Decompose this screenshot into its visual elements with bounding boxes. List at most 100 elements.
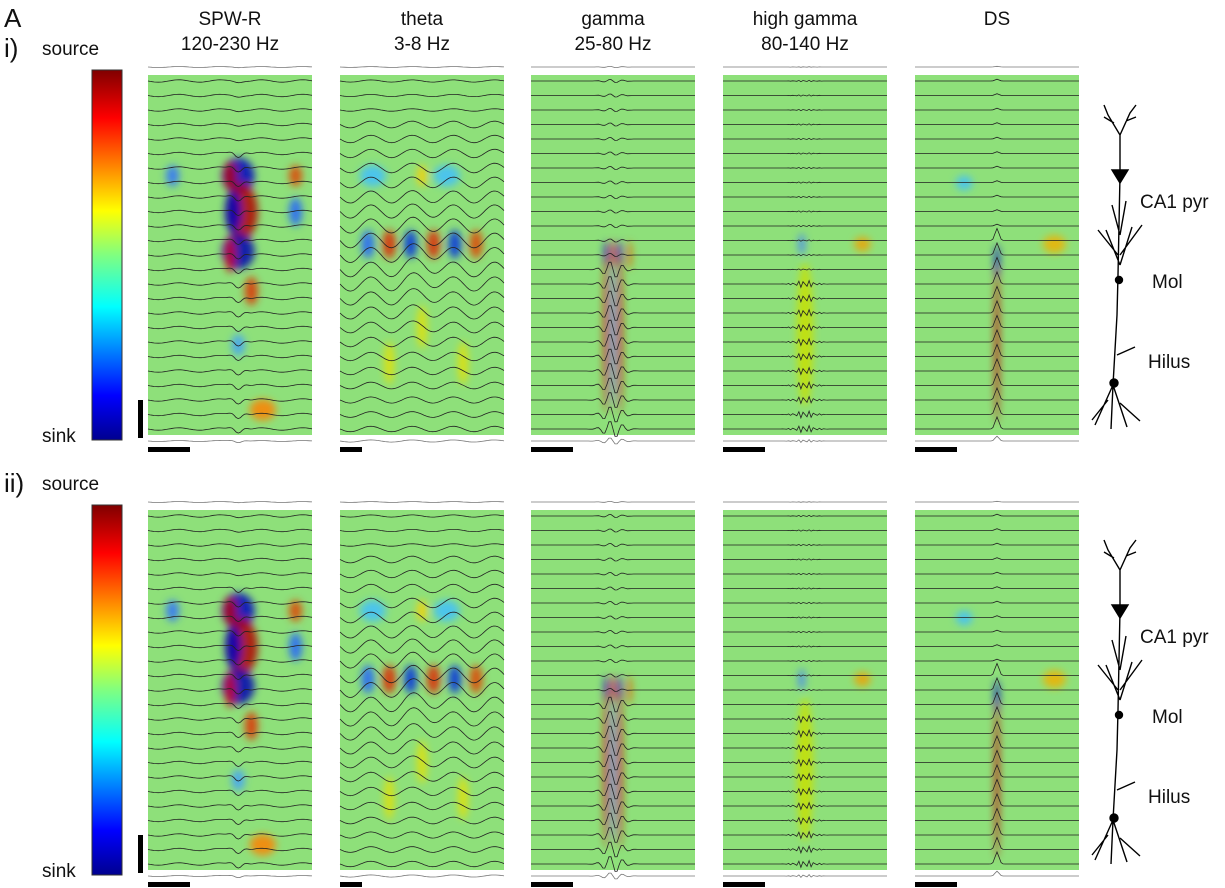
trace (339, 108, 505, 112)
trace (915, 528, 1079, 531)
neuron-soma (1110, 604, 1130, 620)
trace (723, 714, 887, 724)
trace (147, 253, 313, 260)
trace (915, 107, 1079, 111)
trace (147, 427, 313, 434)
trace (723, 308, 887, 318)
trace (531, 261, 695, 278)
neuron-label: Hilus (1148, 787, 1190, 808)
trace (531, 319, 695, 336)
neuron-body (1091, 539, 1143, 865)
trace (339, 396, 505, 404)
csd-blob (1042, 670, 1066, 689)
scale-bar-h (148, 447, 190, 452)
trace (339, 816, 505, 825)
csd-blob (417, 165, 427, 187)
csd-blob (994, 679, 1000, 716)
trace (531, 514, 695, 518)
trace (723, 601, 887, 605)
trace (147, 688, 313, 695)
trace (147, 543, 313, 548)
csd-blobs (359, 600, 483, 820)
neuron-soma (1110, 169, 1130, 185)
trace (915, 644, 1079, 647)
scale-bar-v (138, 835, 143, 873)
csd-blob (854, 672, 871, 687)
csd-blob (417, 305, 427, 349)
csd-blob (244, 276, 258, 306)
trace (339, 678, 505, 698)
trace (339, 625, 505, 639)
trace (915, 500, 1079, 503)
column-title: high gamma (753, 9, 858, 30)
trace (147, 874, 313, 879)
csd-blob (1042, 235, 1066, 254)
trace (531, 421, 695, 437)
column-band: 25-80 Hz (574, 34, 651, 55)
row-label: i) (4, 33, 18, 63)
trace (915, 836, 1079, 850)
trace (915, 180, 1079, 183)
trace (915, 586, 1079, 589)
trace (339, 148, 505, 159)
neuron-label: CA1 pyr (1140, 627, 1209, 648)
trace (915, 122, 1079, 125)
trace (147, 195, 313, 202)
trace (147, 833, 313, 840)
csd-blob (231, 769, 245, 791)
trace (147, 644, 313, 652)
csd-blob (384, 776, 395, 820)
trace (531, 238, 695, 243)
trace (147, 66, 313, 69)
scale-bar-h (915, 447, 957, 452)
trace (339, 381, 505, 390)
trace (723, 279, 887, 289)
trace (915, 691, 1079, 705)
scale-bar-h (340, 447, 362, 452)
trace (339, 288, 505, 306)
scale-bar-h (148, 882, 190, 887)
neuron-label: Mol (1152, 707, 1183, 728)
trace (531, 543, 695, 547)
trace (531, 166, 695, 170)
trace (915, 256, 1079, 270)
trace (915, 870, 1079, 877)
trace (147, 862, 313, 869)
trace (147, 311, 313, 318)
csd-blob (417, 600, 427, 622)
trace (723, 815, 887, 826)
trace (531, 769, 695, 785)
trace (723, 195, 887, 199)
trace (147, 746, 313, 753)
trace (339, 739, 505, 755)
trace (723, 501, 887, 503)
trace (723, 514, 887, 518)
trace (531, 93, 695, 98)
trace (915, 807, 1079, 821)
csd-blob (796, 262, 814, 407)
trace (147, 630, 313, 637)
csd-blob (433, 165, 460, 187)
csd-blob (798, 233, 805, 255)
csd-blob (469, 229, 483, 259)
scale-bar-h (915, 882, 957, 887)
trace (147, 209, 313, 217)
trace (147, 789, 313, 797)
csd-panel (531, 501, 695, 880)
scale-bar-h (723, 882, 765, 887)
trace (147, 108, 313, 113)
column-band: 3-8 Hz (394, 34, 450, 55)
trace (531, 644, 695, 649)
trace (723, 409, 887, 420)
trace (339, 272, 505, 292)
trace (915, 78, 1079, 82)
trace (339, 846, 505, 853)
trace (147, 282, 313, 289)
trace (147, 717, 313, 724)
trace (147, 122, 313, 127)
trace (723, 830, 887, 840)
trace (723, 558, 887, 561)
colorbar (91, 69, 123, 441)
trace (147, 238, 313, 246)
